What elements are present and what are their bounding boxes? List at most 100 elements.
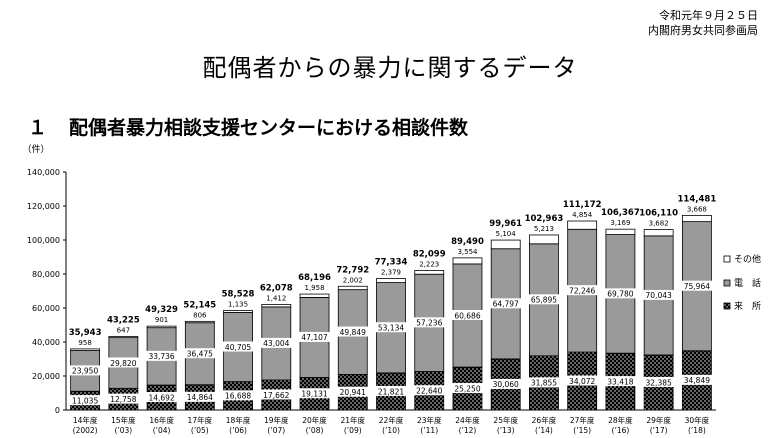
phone-label-bg <box>336 326 370 337</box>
other-value-label: 647 <box>117 327 130 335</box>
visit-value-label: 32,385 <box>646 378 672 387</box>
x-tick-label-western: (’13) <box>497 426 515 435</box>
x-tick-label-western: (’12) <box>459 426 477 435</box>
phone-label-bg <box>565 285 599 296</box>
bar-segment-other <box>337 285 368 291</box>
y-tick-label: 40,000 <box>32 338 60 347</box>
header-org: 内閣府男女共同参画局 <box>648 24 758 37</box>
other-value-label: 2,002 <box>343 276 363 284</box>
y-tick-label: 140,000 <box>27 168 60 177</box>
visit-value-label: 19,131 <box>301 390 327 399</box>
visit-value-label: 11,035 <box>72 396 98 405</box>
x-tick-label-western: (’10) <box>382 426 400 435</box>
phone-label-bg <box>527 294 561 305</box>
x-tick-label-year: 17年度 <box>188 415 213 425</box>
x-tick-label-western: (’06) <box>229 426 247 435</box>
phone-value-label: 64,797 <box>493 300 519 309</box>
total-value-label: 89,490 <box>451 237 484 247</box>
phone-value-label: 29,820 <box>110 359 136 368</box>
visit-value-label: 34,072 <box>569 377 595 386</box>
x-tick-label-year: 24年度 <box>455 415 480 425</box>
phone-label-bg <box>106 357 141 368</box>
other-value-label: 2,379 <box>381 269 401 277</box>
x-tick-label-year: 21年度 <box>340 415 365 425</box>
bar-segment-other <box>299 293 330 298</box>
x-tick-label-year: 16年度 <box>149 415 174 425</box>
legend-label: 来 所 <box>734 301 761 312</box>
bar-segment-other <box>605 228 636 235</box>
x-tick-label-western: (’05) <box>191 426 209 435</box>
other-value-label: 5,104 <box>496 230 517 238</box>
total-value-label: 77,334 <box>375 258 408 268</box>
visit-label-bg <box>450 383 485 394</box>
total-value-label: 68,196 <box>298 273 331 283</box>
legend-label: その他 <box>734 253 761 265</box>
x-tick-label-year: 26年度 <box>532 415 557 425</box>
visit-value-label: 20,941 <box>340 388 366 397</box>
other-value-label: 806 <box>193 311 207 319</box>
visit-value-label: 14,692 <box>148 393 174 402</box>
visit-value-label: 30,060 <box>493 380 519 389</box>
phone-value-label: 53,134 <box>378 324 404 333</box>
x-tick-label-western: (’07) <box>267 426 285 435</box>
visit-value-label: 12,758 <box>110 395 136 404</box>
total-value-label: 49,329 <box>145 305 178 315</box>
other-value-label: 958 <box>78 339 91 347</box>
visit-value-label: 31,855 <box>531 379 557 388</box>
phone-value-label: 40,705 <box>225 343 251 352</box>
phone-label-bg <box>183 348 217 359</box>
visit-label-bg <box>68 395 102 406</box>
legend-swatch <box>723 302 731 310</box>
bar-segment-other <box>261 304 292 308</box>
x-tick-label-year: 18年度 <box>226 415 251 425</box>
total-value-label: 111,172 <box>563 200 602 210</box>
visit-label-bg <box>336 386 370 397</box>
visit-label-bg <box>680 374 714 385</box>
bar-segment-other <box>490 239 521 250</box>
phone-label-bg <box>603 288 638 299</box>
visit-label-bg <box>221 390 255 401</box>
header-date: 令和元年９月２５日 <box>659 9 758 22</box>
phone-value-label: 69,780 <box>607 290 633 299</box>
phone-value-label: 70,043 <box>646 291 672 300</box>
phone-label-bg <box>489 298 523 309</box>
bar-segment-other <box>146 325 177 329</box>
x-tick-label-year: 29年度 <box>646 415 671 425</box>
visit-value-label: 21,821 <box>378 387 404 396</box>
total-value-label: 52,145 <box>183 300 216 310</box>
phone-label-bg <box>221 341 255 352</box>
x-tick-label-year: 19年度 <box>264 415 289 425</box>
x-tick-label-year: 22年度 <box>379 415 404 425</box>
bar-segment-other <box>184 320 215 324</box>
other-value-label: 2,223 <box>419 260 439 268</box>
phone-value-label: 43,004 <box>263 339 289 348</box>
visit-label-bg <box>259 389 293 400</box>
visit-label-bg <box>527 377 561 388</box>
x-tick-label-year: 23年度 <box>417 415 442 425</box>
other-value-label: 1,958 <box>305 284 325 292</box>
other-value-label: 1,412 <box>266 294 286 302</box>
phone-value-label: 36,475 <box>187 350 213 359</box>
phone-value-label: 33,736 <box>148 352 174 361</box>
phone-label-bg <box>68 365 102 376</box>
phone-label-bg <box>297 331 332 342</box>
legend-swatch <box>723 279 731 287</box>
total-value-label: 35,943 <box>69 328 102 338</box>
bar-segment-other <box>70 348 101 351</box>
phone-value-label: 60,686 <box>454 311 480 320</box>
x-tick-label-year: 30年度 <box>685 415 710 425</box>
total-value-label: 106,367 <box>601 208 640 218</box>
visit-label-bg <box>374 385 408 396</box>
bar-segment-other <box>223 310 253 313</box>
total-value-label: 99,961 <box>489 219 522 229</box>
visit-value-label: 17,662 <box>263 391 289 400</box>
